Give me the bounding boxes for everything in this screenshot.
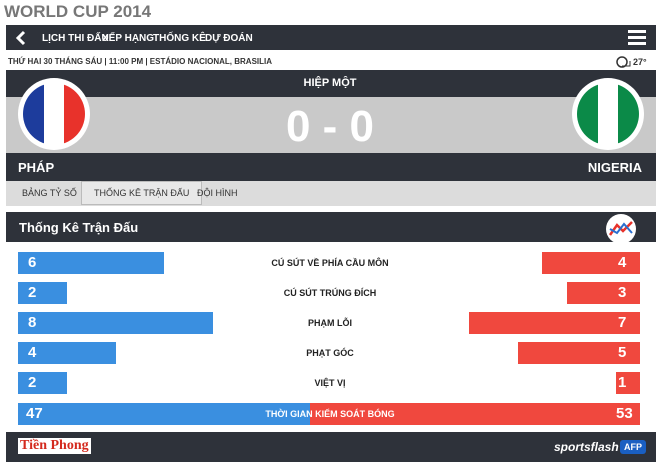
home-value: 8 <box>28 314 37 331</box>
stat-label: THỜI GIAN KIỂM SOÁT BÓNG <box>265 409 395 419</box>
home-bar <box>18 252 165 274</box>
tab[interactable]: THỐNG KÊ TRẬN ĐẤU <box>81 181 203 205</box>
weather-icon <box>616 56 631 68</box>
away-value: 53 <box>616 405 633 422</box>
away-bar <box>615 372 640 394</box>
home-team: PHÁP <box>18 160 55 175</box>
score-band <box>6 97 656 153</box>
away-bar <box>566 282 640 304</box>
temperature: 27° <box>633 57 647 67</box>
period-band <box>6 70 656 97</box>
nav-item[interactable]: LỊCH THI ĐẤU <box>42 33 109 44</box>
tab[interactable]: ĐỘI HÌNH <box>197 188 238 198</box>
away-value: 3 <box>618 284 627 301</box>
home-bar <box>18 282 67 304</box>
nav-item[interactable]: XẾP HẠNG <box>102 33 155 44</box>
home-value: 2 <box>28 284 37 301</box>
away-team: NIGERIA <box>587 160 642 175</box>
tab[interactable]: BẢNG TỶ SỐ <box>22 188 77 198</box>
stat-label: VIỆT VỊ <box>314 378 346 388</box>
home-bar <box>18 403 311 425</box>
home-value: 6 <box>28 254 37 271</box>
footer: Tiền Phong sportsflash AFP <box>6 432 656 462</box>
home-value: 2 <box>28 374 37 391</box>
back-button[interactable] <box>14 30 28 46</box>
home-bar <box>18 312 214 334</box>
home-flag <box>18 78 90 150</box>
teams-band <box>6 153 656 181</box>
stats-title: Thống Kê Trận Đấu <box>19 220 139 235</box>
stat-label: CÚ SÚT TRÚNG ĐÍCH <box>283 288 377 298</box>
nav-bar <box>6 25 656 50</box>
stat-label: CÚ SÚT VỀ PHÍA CẦU MÔN <box>271 258 389 268</box>
home-value: 47 <box>26 405 43 422</box>
away-value: 1 <box>618 374 627 391</box>
stat-label: PHẠM LỖI <box>308 318 352 328</box>
score: 0 - 0 <box>285 102 375 151</box>
stat-label: PHẠT GÓC <box>306 348 354 358</box>
home-value: 4 <box>28 344 37 361</box>
stats-header: Thống Kê Trận Đấu <box>6 212 656 244</box>
home-bar <box>18 372 67 394</box>
away-bar <box>310 403 640 425</box>
away-bar <box>469 312 640 334</box>
brand-logo: Tiền Phong <box>18 438 91 454</box>
nav-item[interactable]: DỰ ĐOÁN <box>205 33 253 44</box>
away-value: 4 <box>618 254 627 271</box>
away-bar <box>518 342 640 364</box>
away-flag <box>572 78 644 150</box>
away-value: 7 <box>618 314 627 331</box>
nav-item[interactable]: THỐNG KÊ <box>153 33 206 44</box>
home-bar <box>18 342 116 364</box>
agency-logo: AFP <box>620 440 646 454</box>
away-bar <box>542 252 640 274</box>
partner-logo: sportsflash <box>554 440 619 454</box>
match-info: THỨ HAI 30 THÁNG SÁU | 11:00 PM | ESTÁDI… <box>8 57 273 66</box>
menu-button[interactable] <box>628 29 646 45</box>
away-value: 5 <box>618 344 627 361</box>
period: HIỆP MỘT <box>303 77 357 89</box>
stats-icon <box>606 214 636 244</box>
app-title: WORLD CUP 2014 <box>4 2 152 21</box>
